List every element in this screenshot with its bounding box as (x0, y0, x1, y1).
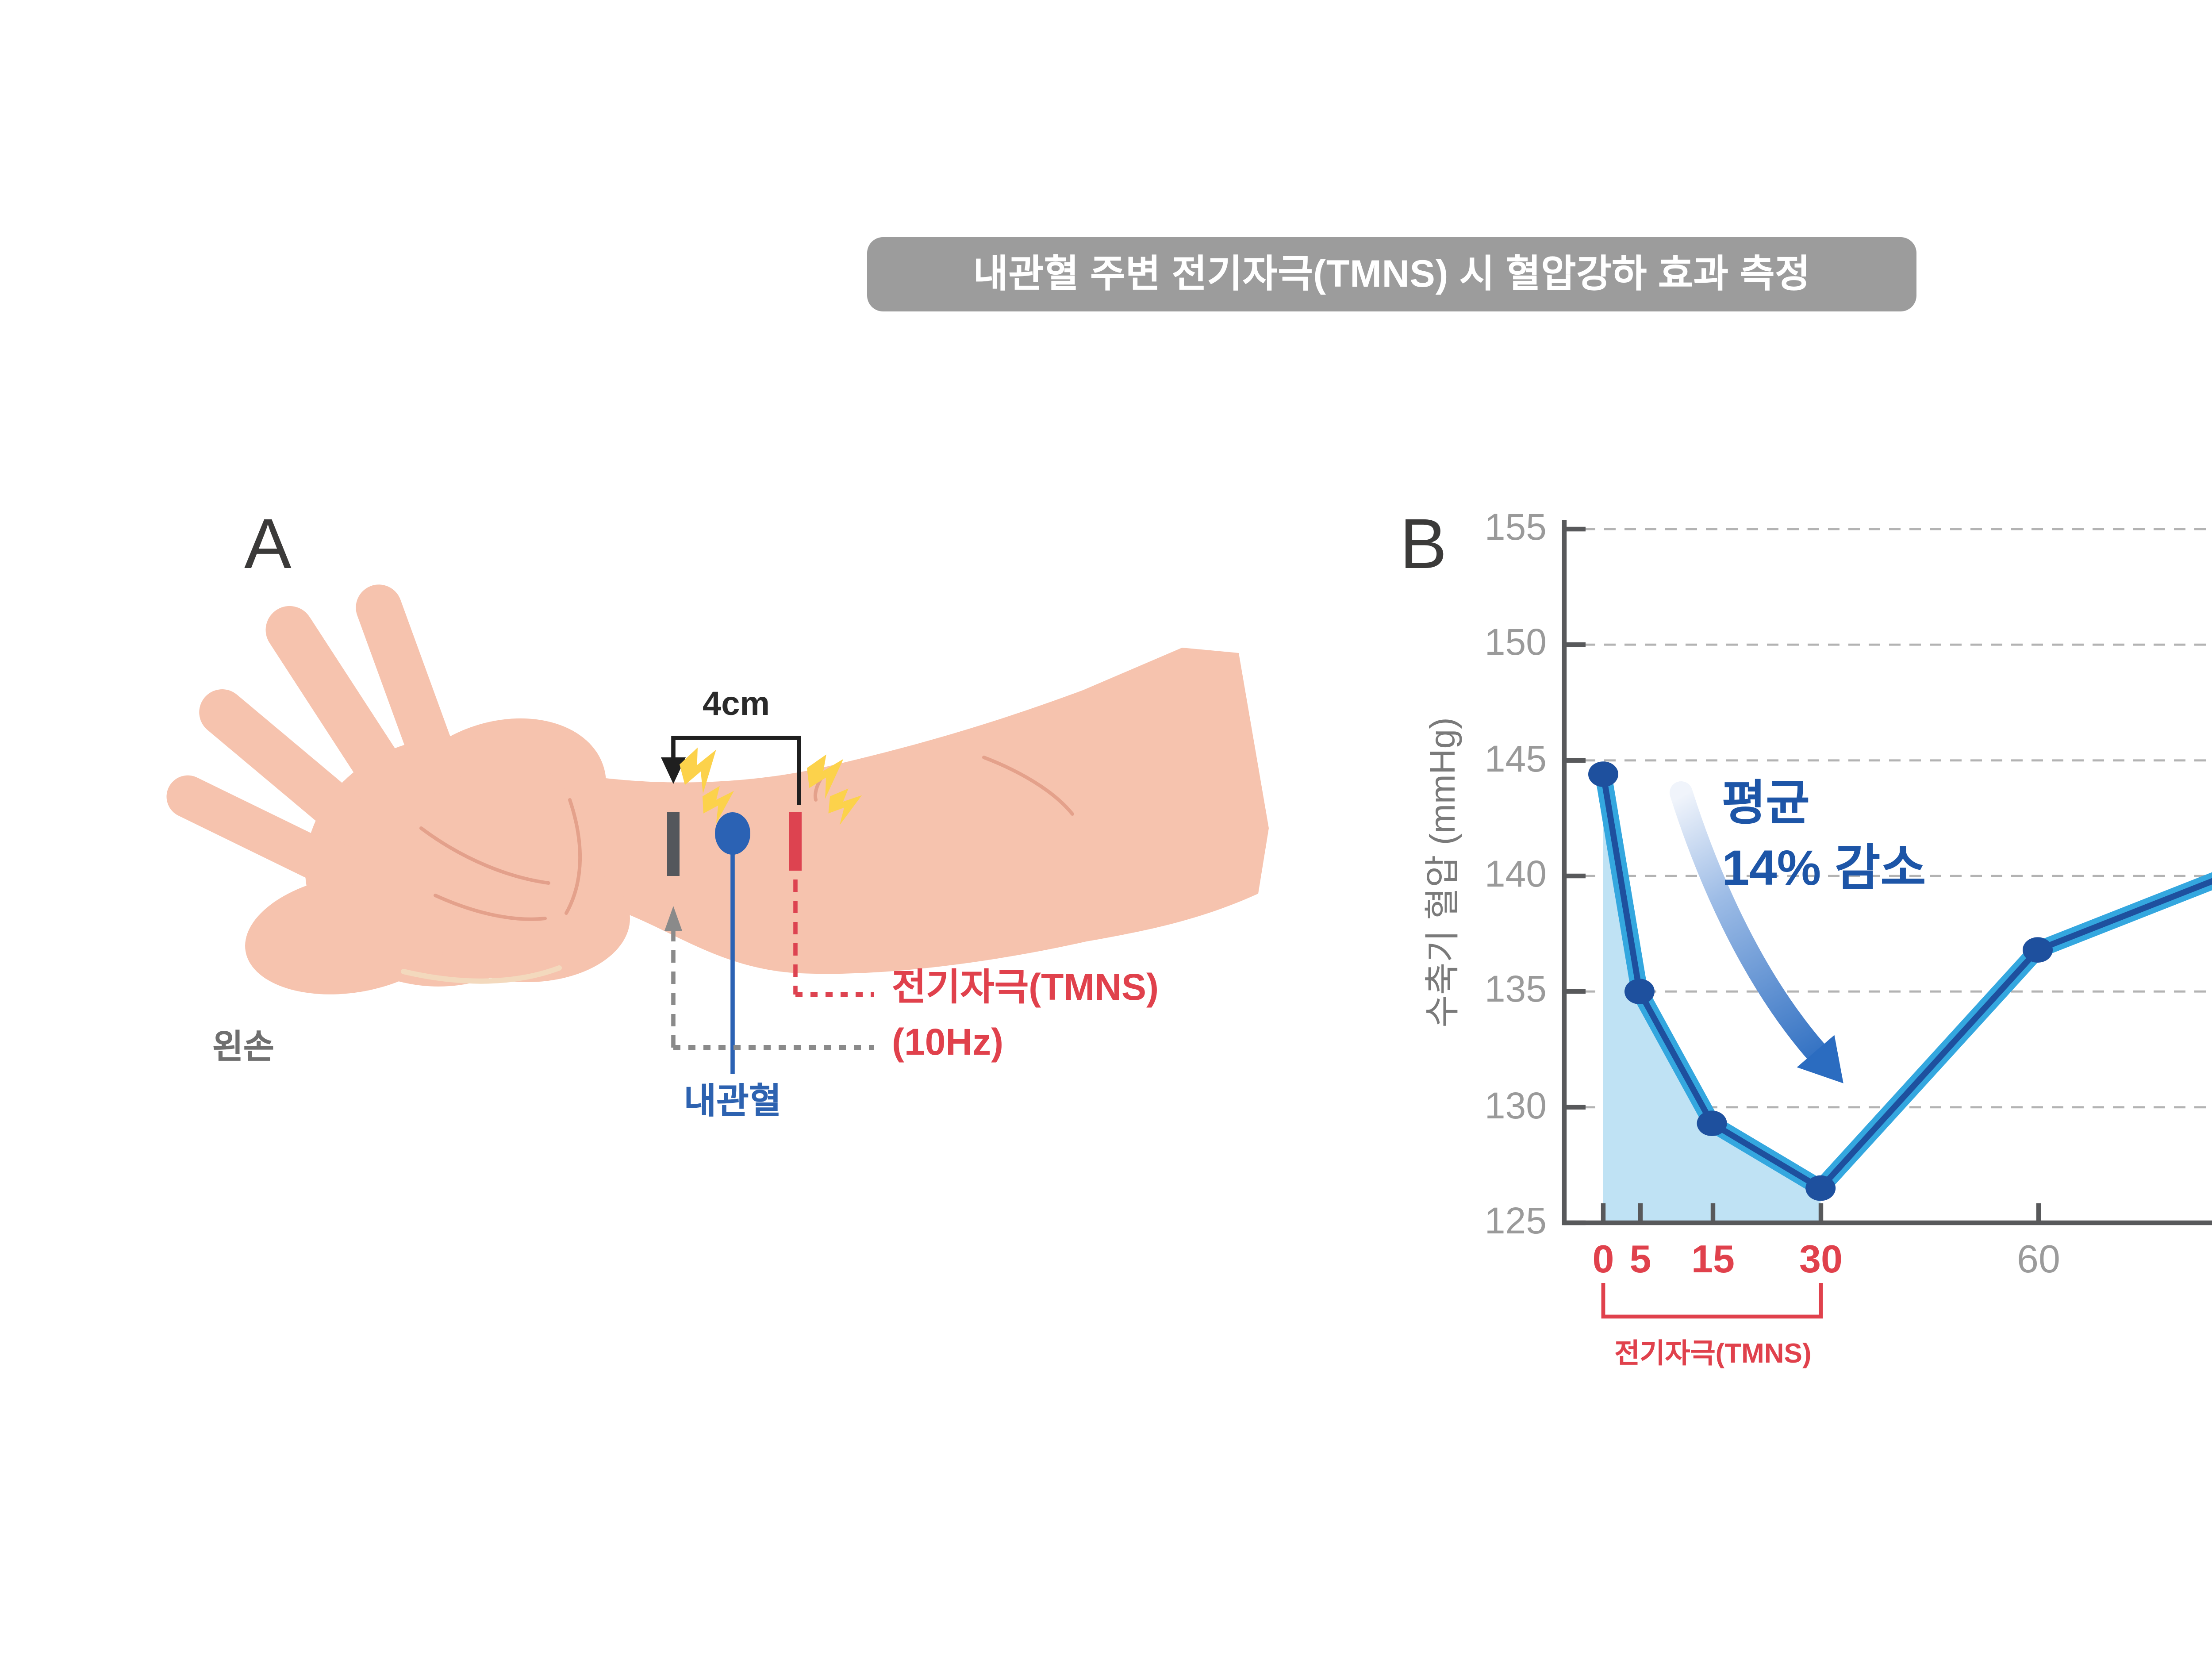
annotation-line1: 평균 (1722, 777, 1810, 830)
finger (199, 689, 378, 847)
y-tick-label: 135 (1484, 970, 1547, 1011)
stim-label-line2: (10Hz) (892, 1023, 1004, 1064)
skin-creases (419, 756, 1074, 921)
series-line (1600, 771, 2212, 1191)
distance-label: 4cm (702, 687, 770, 724)
reference-electrode (667, 812, 680, 876)
y-tick-label: 155 (1484, 508, 1547, 549)
distance-bracket (661, 736, 801, 805)
lightning-icon (680, 747, 716, 794)
lightning-icon (807, 754, 844, 799)
lightning-icon (828, 788, 862, 826)
data-point (1624, 979, 1655, 1004)
stimulation-electrode (789, 812, 802, 871)
stim-label-line1: 전기자극(TMNS) (892, 968, 1159, 1009)
data-point (1805, 1175, 1836, 1201)
panel-a-label: A (244, 506, 292, 584)
arrow-up-icon (664, 906, 682, 931)
x-tick-label: 0 (1592, 1237, 1614, 1281)
data-point (1588, 761, 1618, 787)
finger (166, 775, 359, 891)
y-axis-title: 수축기 혈압 (mmHg) (1425, 717, 1463, 1028)
acupoint-label: 내관혈 (684, 1083, 782, 1122)
x-tick-label: 5 (1629, 1237, 1651, 1281)
y-tick-label: 150 (1484, 623, 1547, 664)
panel-b-label: B (1400, 506, 1447, 584)
stimulation-bolts (680, 747, 862, 826)
axes (1562, 520, 2212, 1225)
hand (166, 584, 630, 995)
x-tick-label: 60 (2017, 1237, 2060, 1281)
y-tick-label: 125 (1484, 1202, 1547, 1242)
area-fill (1603, 774, 1821, 1223)
forearm (545, 648, 1269, 974)
arrow-down-icon (661, 757, 686, 784)
y-tick-label: 140 (1484, 855, 1547, 895)
stim-period-bracket (1601, 1283, 1823, 1319)
y-tick-label: 145 (1484, 739, 1547, 780)
thumb (245, 874, 456, 995)
reference-leader-line (664, 906, 874, 1050)
finger (356, 584, 461, 794)
acupoint-dot (715, 812, 750, 855)
left-arm (166, 584, 1269, 995)
lightning-icon (703, 786, 734, 824)
finger (265, 606, 417, 813)
stim-period-label: 전기자극(TMNS) (1614, 1340, 1812, 1370)
data-point (1697, 1110, 1727, 1136)
title-badge: 내관혈 주변 전기자극(TMNS) 시 혈압강하 효과 측정 (867, 237, 1916, 311)
y-tick-label: 130 (1484, 1086, 1547, 1127)
stim-leader-line (793, 879, 874, 997)
hand-highlight (401, 965, 562, 984)
data-point (2023, 937, 2053, 963)
x-tick-label: 15 (1691, 1237, 1735, 1281)
hand-caption: 왼손 (212, 1030, 274, 1067)
trend-arrow-icon (1670, 781, 1843, 1083)
stim-shaded-area (1603, 774, 1821, 1223)
annotation-line2: 14% 감소 (1722, 841, 1926, 895)
x-tick-label: 30 (1799, 1237, 1843, 1281)
